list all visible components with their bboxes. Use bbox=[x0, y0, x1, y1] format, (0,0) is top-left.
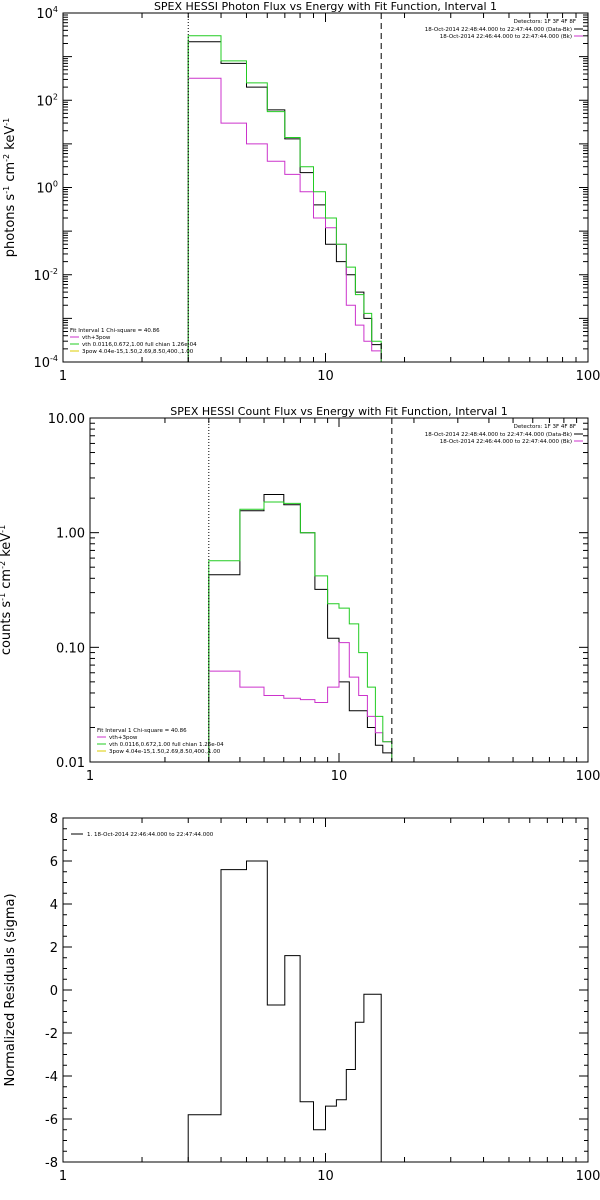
y-axis: -8 -6 -4 -2 0 2 4 6 8 bbox=[45, 812, 588, 1171]
y-tick-label: -8 bbox=[45, 1156, 58, 1171]
series-line-vth bbox=[208, 501, 393, 762]
y-tick-label: 10.00 bbox=[48, 412, 85, 427]
plot-frame bbox=[89, 417, 589, 763]
y-tick-label: 104 bbox=[36, 5, 58, 22]
y-axis: 0.01 0.10 1.00 10.00 bbox=[48, 412, 588, 771]
y-axis-label: photons s-1 cm-2 keV-1 bbox=[2, 118, 18, 257]
x-tick-label: 1 bbox=[59, 369, 67, 384]
legend-entry: 3pow 4.04e-15,1.50,2.69,8.50,400.,1.00 bbox=[82, 349, 194, 355]
y-tick-label: 102 bbox=[36, 92, 58, 109]
x-tick-label: 10 bbox=[317, 1169, 334, 1184]
x-tick-label: 100 bbox=[576, 769, 600, 784]
legend-entry: 18-Oct-2014 22:46:44.000 to 22:47:44.000… bbox=[440, 439, 572, 445]
series-group bbox=[187, 35, 382, 362]
x-tick-label: 10 bbox=[317, 369, 334, 384]
legend-top-right: Detectors: 1F 3F 4F 8F 18-Oct-2014 22:48:… bbox=[425, 424, 583, 445]
legend-entry: 18-Oct-2014 22:48:44.000 to 22:47:44.000… bbox=[425, 432, 572, 438]
y-tick-label: 2 bbox=[50, 941, 58, 956]
series-line-vth-3pow bbox=[187, 77, 382, 362]
legend-entry: 18-Oct-2014 22:48:44.000 to 22:47:44.000… bbox=[425, 27, 572, 33]
y-tick-label: 10-2 bbox=[33, 267, 58, 284]
y-tick-label: 0.01 bbox=[56, 756, 85, 771]
x-tick-label: 10 bbox=[331, 769, 348, 784]
plot-frame bbox=[62, 12, 589, 363]
legend-entry: 3pow 4.04e-15,1.50,2.69,8.50,400.,1.00 bbox=[109, 749, 221, 755]
legend-entry: vth+3pow bbox=[109, 735, 138, 741]
chart-title: SPEX HESSI Photon Flux vs Energy with Fi… bbox=[154, 0, 497, 13]
legend-bottom-left: Fit Interval 1 Chi-square = 40.86vth+3po… bbox=[97, 728, 224, 755]
legend-header: Fit Interval 1 Chi-square = 40.86 bbox=[70, 328, 160, 334]
legend-header: Fit Interval 1 Chi-square = 40.86 bbox=[97, 728, 187, 734]
y-tick-label: 4 bbox=[50, 898, 58, 913]
x-axis: 1 10 100 bbox=[86, 418, 600, 784]
legend-entry: 18-Oct-2014 22:46:44.000 to 22:47:44.000… bbox=[440, 34, 572, 40]
panel-1: SPEX HESSI Photon Flux vs Energy with Fi… bbox=[2, 0, 600, 384]
y-tick-label: -4 bbox=[45, 1070, 58, 1085]
x-axis: 1 10 100 bbox=[59, 818, 600, 1184]
panel-3: 1 10 100 -8 -6 -4 -2 0 2 4 6 8 Normalized Residuals … bbox=[3, 812, 600, 1184]
x-tick-label: 1 bbox=[59, 1169, 67, 1184]
y-tick-label: 10-4 bbox=[33, 354, 58, 371]
series-line-data bbox=[208, 494, 393, 762]
legend-top-left: 1. 18-Oct-2014 22:46:44.000 to 22:47:44.… bbox=[71, 832, 214, 838]
legend-entry: 1. 18-Oct-2014 22:46:44.000 to 22:47:44.… bbox=[87, 832, 214, 838]
legend-bottom-left: Fit Interval 1 Chi-square = 40.86vth+3po… bbox=[70, 328, 197, 355]
legend-header: Detectors: 1F 3F 4F 8F bbox=[514, 424, 576, 430]
y-tick-label: 100 bbox=[36, 180, 58, 197]
series-line-data bbox=[187, 41, 382, 362]
legend-header: Detectors: 1F 3F 4F 8F bbox=[514, 19, 576, 25]
series-line-vth bbox=[187, 35, 382, 362]
panel-2: SPEX HESSI Count Flux vs Energy with Fit… bbox=[0, 405, 600, 784]
x-tick-label: 100 bbox=[576, 369, 600, 384]
series-line-1-18-oct-2014-22-46-44-000-to-22-47-44-000 bbox=[187, 860, 382, 1162]
y-tick-label: 6 bbox=[50, 855, 58, 870]
y-tick-label: -6 bbox=[45, 1113, 58, 1128]
legend-entry: vth 0.0116,0.672,1.00 full chian 1.26e-0… bbox=[82, 342, 197, 348]
y-tick-label: 0 bbox=[50, 984, 58, 999]
y-tick-label: 1.00 bbox=[56, 527, 85, 542]
legend-top-right: Detectors: 1F 3F 4F 8F 18-Oct-2014 22:48:… bbox=[425, 19, 583, 40]
y-tick-label: 8 bbox=[50, 812, 58, 827]
series-group bbox=[187, 860, 382, 1162]
x-tick-label: 100 bbox=[576, 1169, 600, 1184]
y-tick-label: -2 bbox=[45, 1027, 58, 1042]
x-tick-label: 1 bbox=[86, 769, 94, 784]
y-axis-label: Normalized Residuals (sigma) bbox=[3, 893, 18, 1086]
series-line-vth-3pow bbox=[208, 642, 393, 762]
chart-title: SPEX HESSI Count Flux vs Energy with Fit… bbox=[170, 405, 507, 418]
y-axis-label: counts s-1 cm-2 keV-1 bbox=[0, 525, 14, 655]
legend-entry: vth+3pow bbox=[82, 335, 111, 341]
y-tick-label: 0.10 bbox=[56, 641, 85, 656]
legend-entry: vth 0.0116,0.672,1.00 full chian 1.26e-0… bbox=[109, 742, 224, 748]
y-axis: 10-4 10-2 100 102 104 bbox=[33, 5, 588, 371]
series-group bbox=[208, 494, 393, 762]
x-axis: 1 10 100 bbox=[59, 13, 600, 384]
